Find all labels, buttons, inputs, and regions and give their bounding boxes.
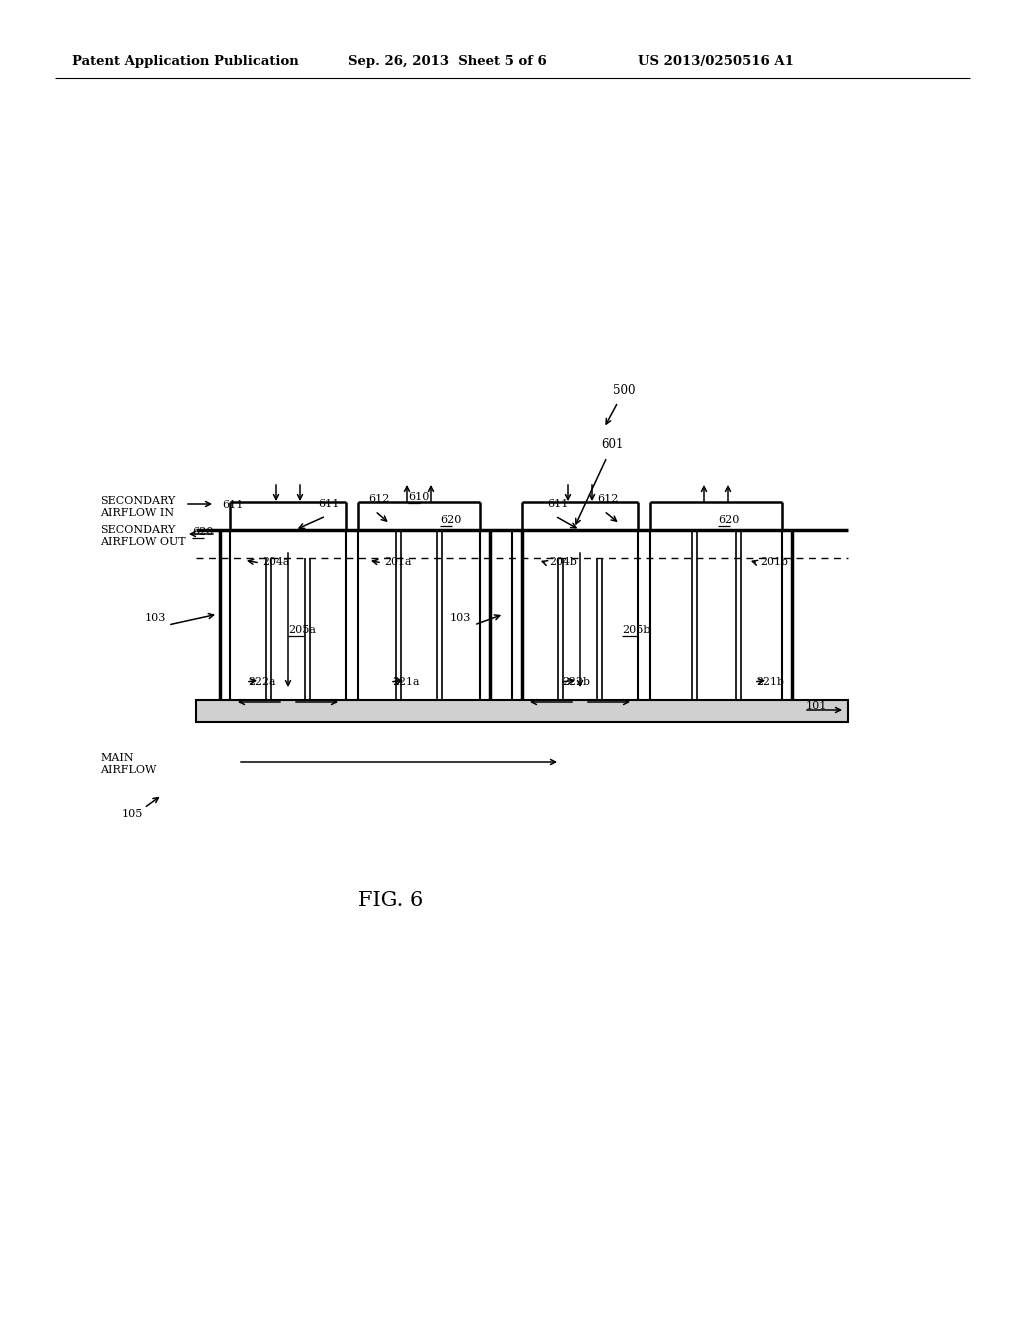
Text: 620: 620	[193, 527, 213, 537]
Text: 221a: 221a	[392, 677, 420, 686]
Bar	[196, 700, 848, 722]
Text: US 2013/0250516 A1: US 2013/0250516 A1	[638, 55, 794, 69]
Text: MAIN
AIRFLOW: MAIN AIRFLOW	[100, 754, 157, 775]
Text: SECONDARY
AIRFLOW OUT: SECONDARY AIRFLOW OUT	[100, 525, 185, 546]
Text: 500: 500	[613, 384, 636, 396]
Text: 222a: 222a	[248, 677, 275, 686]
Text: 205b: 205b	[622, 624, 650, 635]
Text: 611: 611	[318, 499, 339, 510]
Text: Patent Application Publication: Patent Application Publication	[72, 55, 299, 69]
Text: Sep. 26, 2013  Sheet 5 of 6: Sep. 26, 2013 Sheet 5 of 6	[348, 55, 547, 69]
Text: 612: 612	[368, 494, 389, 504]
Text: 201b: 201b	[760, 557, 788, 568]
Text: 611: 611	[547, 499, 568, 510]
Text: 601: 601	[601, 437, 624, 450]
Text: 103: 103	[450, 612, 471, 623]
Text: 612: 612	[597, 494, 618, 504]
Text: 620: 620	[440, 515, 462, 525]
Text: 620: 620	[718, 515, 739, 525]
Text: 103: 103	[145, 612, 166, 623]
Text: SECONDARY
AIRFLOW IN: SECONDARY AIRFLOW IN	[100, 496, 175, 517]
Text: 611: 611	[222, 500, 244, 510]
Text: 222b: 222b	[562, 677, 590, 686]
Text: 204b: 204b	[549, 557, 577, 568]
Text: 105: 105	[122, 809, 143, 818]
Text: 221b: 221b	[756, 677, 784, 686]
Text: 204a: 204a	[262, 557, 289, 568]
Text: 205a: 205a	[288, 624, 316, 635]
Text: 101: 101	[806, 701, 827, 711]
Text: FIG. 6: FIG. 6	[358, 891, 423, 909]
Text: 610: 610	[408, 492, 429, 502]
Text: 201a: 201a	[384, 557, 412, 568]
